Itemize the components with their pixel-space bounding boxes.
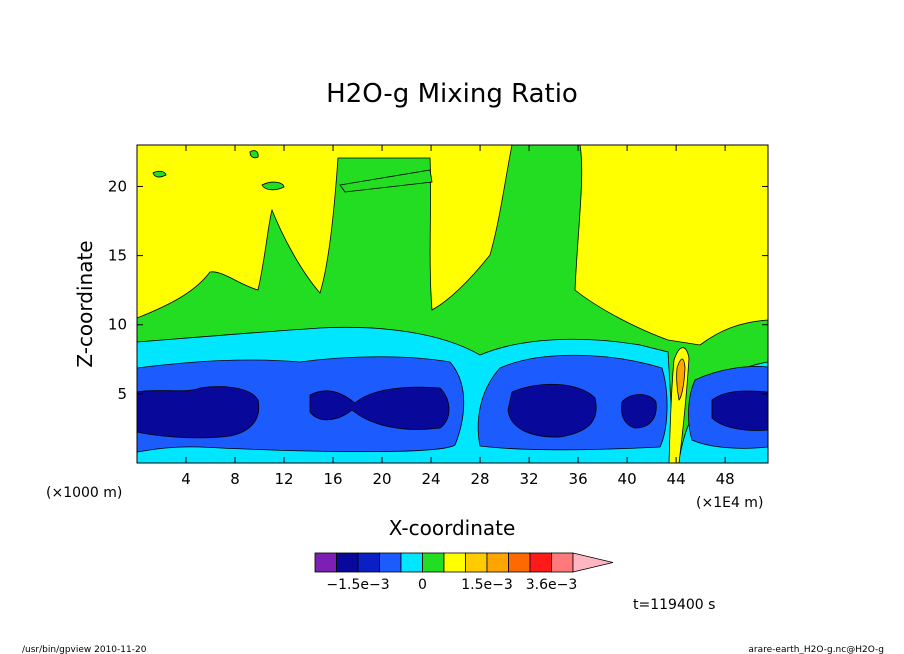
x-unit-right: (×1E4 m) (696, 495, 763, 511)
y-tick-label: 15 (108, 247, 127, 265)
x-tick-label: 8 (230, 470, 240, 488)
colorbar-label: 3.6e−3 (526, 577, 578, 593)
x-axis: 4 8 12 16 20 24 28 32 36 40 44 48 (181, 145, 735, 488)
x-axis-label: X-coordinate (389, 516, 516, 540)
colorbar-swatch (400, 552, 423, 573)
colorbar-swatch (508, 552, 531, 573)
green-blob-small-2 (152, 170, 167, 178)
colorbar-label: 0 (418, 577, 427, 593)
y-axis-label: Z-coordinate (73, 240, 97, 367)
colorbar-swatch (379, 552, 402, 573)
navy-region-3 (507, 383, 597, 438)
colorbar-swatch (314, 552, 337, 573)
x-tick-label: 40 (618, 470, 637, 488)
x-tick-label: 4 (181, 470, 191, 488)
y-tick-label: 5 (117, 385, 127, 403)
green-blob-small-1 (261, 181, 285, 191)
colorbar-label: −1.5e−3 (326, 577, 389, 593)
colorbar-swatch (336, 552, 359, 573)
navy-region-4 (621, 394, 657, 429)
x-tick-label: 44 (667, 470, 686, 488)
navy-region-5 (711, 390, 768, 431)
colorbar-swatch (486, 552, 509, 573)
colorbar-swatch (551, 552, 574, 573)
green-upper-band (339, 169, 433, 193)
y-axis: 5 10 15 20 (108, 177, 768, 403)
navy-region-2 (309, 386, 450, 430)
footer-right: arare-earth_H2O-g.nc@H2O-g (748, 645, 884, 654)
y-tick-label: 20 (108, 177, 127, 195)
x-tick-label: 16 (323, 470, 342, 488)
colorbar-arrow (572, 552, 614, 573)
colorbar-swatch (422, 552, 445, 573)
colorbar-swatch (465, 552, 488, 573)
x-tick-label: 20 (373, 470, 392, 488)
colorbar-label: 1.5e−3 (461, 577, 513, 593)
plot-frame (136, 144, 769, 464)
x-tick-label: 36 (569, 470, 588, 488)
x-tick-label: 28 (471, 470, 490, 488)
x-tick-label: 32 (520, 470, 539, 488)
footer-left: /usr/bin/gpview 2010-11-20 (22, 645, 147, 654)
colorbar-swatch (443, 552, 466, 573)
colorbar-swatch (529, 552, 552, 573)
x-unit-left: (×1000 m) (46, 485, 122, 501)
green-blob-small-3 (249, 150, 259, 159)
x-tick-label: 12 (274, 470, 293, 488)
x-tick-label: 48 (716, 470, 735, 488)
contour-field (137, 145, 768, 463)
y-tick-label: 10 (108, 316, 127, 334)
time-label: t=119400 s (633, 597, 715, 613)
colorbar-swatch (357, 552, 380, 573)
orange-column (676, 358, 686, 401)
x-tick-label: 24 (422, 470, 441, 488)
navy-region-1 (137, 386, 260, 439)
chart-title: H2O-g Mixing Ratio (326, 79, 578, 109)
colorbar: −1.5e−3 0 1.5e−3 3.6e−3 (314, 552, 614, 593)
